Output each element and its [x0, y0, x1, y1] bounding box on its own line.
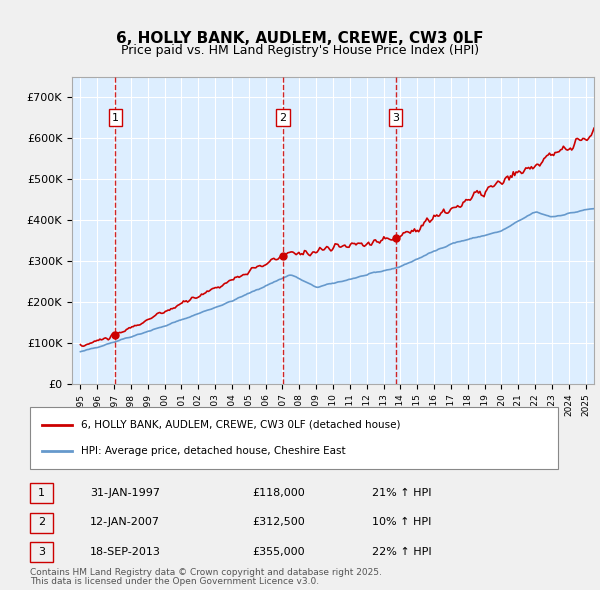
- Text: HPI: Average price, detached house, Cheshire East: HPI: Average price, detached house, Ches…: [81, 447, 346, 456]
- Text: Price paid vs. HM Land Registry's House Price Index (HPI): Price paid vs. HM Land Registry's House …: [121, 44, 479, 57]
- Text: £312,500: £312,500: [252, 517, 305, 527]
- Text: 10% ↑ HPI: 10% ↑ HPI: [372, 517, 431, 527]
- Text: 22% ↑ HPI: 22% ↑ HPI: [372, 547, 431, 556]
- Text: 31-JAN-1997: 31-JAN-1997: [90, 488, 160, 497]
- Text: 2: 2: [280, 113, 287, 123]
- Text: 3: 3: [38, 547, 45, 556]
- Text: 6, HOLLY BANK, AUDLEM, CREWE, CW3 0LF: 6, HOLLY BANK, AUDLEM, CREWE, CW3 0LF: [116, 31, 484, 46]
- Text: 21% ↑ HPI: 21% ↑ HPI: [372, 488, 431, 497]
- Text: 2: 2: [38, 517, 45, 527]
- Text: This data is licensed under the Open Government Licence v3.0.: This data is licensed under the Open Gov…: [30, 577, 319, 586]
- Text: £118,000: £118,000: [252, 488, 305, 497]
- Text: 6, HOLLY BANK, AUDLEM, CREWE, CW3 0LF (detached house): 6, HOLLY BANK, AUDLEM, CREWE, CW3 0LF (d…: [81, 420, 401, 430]
- Text: Contains HM Land Registry data © Crown copyright and database right 2025.: Contains HM Land Registry data © Crown c…: [30, 568, 382, 577]
- Text: 3: 3: [392, 113, 399, 123]
- Text: 12-JAN-2007: 12-JAN-2007: [90, 517, 160, 527]
- Text: 1: 1: [38, 488, 45, 497]
- Text: 1: 1: [112, 113, 119, 123]
- Text: £355,000: £355,000: [252, 547, 305, 556]
- Text: 18-SEP-2013: 18-SEP-2013: [90, 547, 161, 556]
